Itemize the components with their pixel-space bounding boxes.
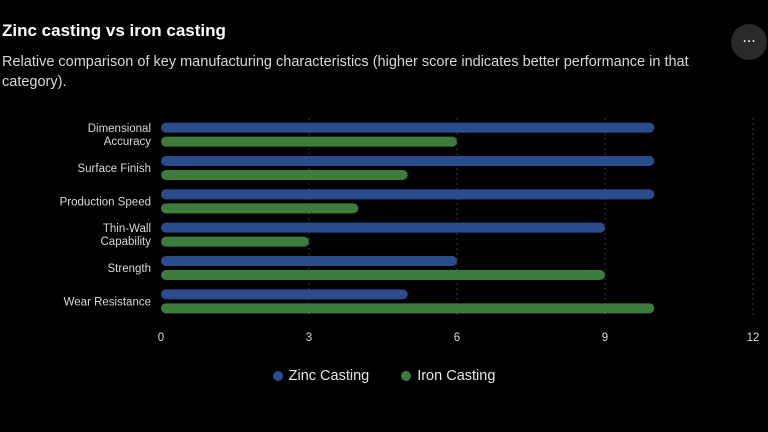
x-tick-label: 12 — [747, 332, 760, 344]
bar-zinc-casting[interactable] — [161, 222, 605, 233]
bar-iron-casting[interactable] — [161, 136, 457, 147]
category-label: Dimensional Accuracy — [88, 123, 152, 148]
bar-iron-casting[interactable] — [161, 170, 408, 180]
category-label: Strength — [108, 263, 151, 275]
legend-label-iron-casting: Iron Casting — [417, 368, 496, 384]
bar-iron-casting[interactable] — [161, 303, 655, 314]
legend-marker-iron-casting — [401, 371, 412, 381]
bar-zinc-casting[interactable] — [161, 156, 655, 166]
bar-iron-casting[interactable] — [161, 270, 605, 280]
x-tick-label: 9 — [602, 332, 608, 344]
x-tick-label: 6 — [454, 332, 460, 344]
legend-marker-zinc-casting — [272, 371, 283, 381]
more-options-button[interactable]: ··· — [731, 24, 767, 60]
bar-iron-casting[interactable] — [161, 236, 309, 247]
chart-subtitle: Relative comparison of key manufacturing… — [2, 54, 689, 90]
bar-zinc-casting[interactable] — [161, 122, 655, 133]
legend-item-zinc-casting[interactable]: Zinc Casting — [272, 368, 370, 384]
category-label: Wear Resistance — [64, 296, 151, 308]
legend-item-iron-casting[interactable]: Iron Casting — [401, 368, 495, 384]
category-label: Surface Finish — [77, 163, 151, 175]
chart-title: Zinc casting vs iron casting — [2, 21, 226, 40]
chart-legend: Zinc Casting Iron Casting — [0, 368, 768, 384]
x-tick-label: 0 — [158, 332, 164, 344]
category-label: Production Speed — [60, 196, 151, 208]
legend-label-zinc-casting: Zinc Casting — [288, 368, 370, 384]
bar-zinc-casting[interactable] — [161, 189, 655, 200]
bar-iron-casting[interactable] — [161, 203, 359, 214]
bar-zinc-casting[interactable] — [161, 289, 408, 300]
category-label: Thin-Wall Capability — [101, 223, 152, 248]
x-tick-label: 3 — [306, 332, 312, 344]
bar-zinc-casting[interactable] — [161, 256, 457, 266]
